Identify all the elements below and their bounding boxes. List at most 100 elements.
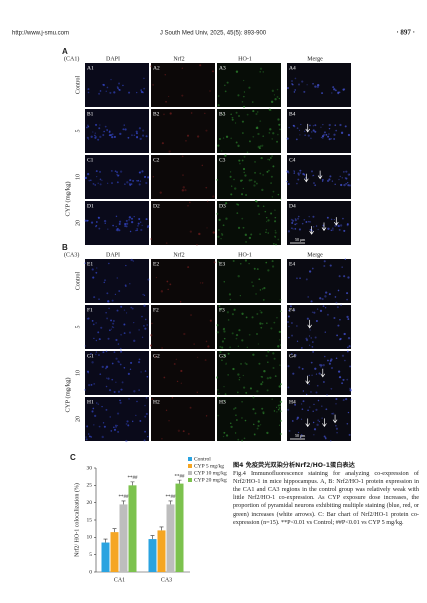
cell-speck	[256, 390, 259, 393]
cell-speck	[205, 415, 208, 417]
cell-speck	[310, 361, 313, 364]
cell-speck	[334, 296, 337, 298]
cell-speck	[238, 329, 241, 332]
cell-speck	[125, 312, 128, 314]
cell-speck	[123, 124, 125, 126]
cell-speck	[254, 412, 257, 415]
cell-speck	[269, 156, 272, 159]
panel-label: A	[62, 47, 68, 56]
cell-speck	[333, 88, 336, 91]
cell-speck	[145, 181, 148, 185]
cell-speck	[329, 175, 332, 178]
cell-speck	[312, 410, 314, 412]
cell-speck	[135, 132, 138, 135]
micrograph	[287, 259, 351, 303]
cell-speck	[105, 365, 109, 369]
cell-speck	[255, 126, 259, 130]
cell-speck	[297, 215, 300, 218]
cell-speck	[291, 83, 293, 85]
cell-speck	[115, 357, 118, 360]
cell-speck	[343, 183, 346, 187]
cell-speck	[118, 229, 121, 232]
cell-speck	[95, 339, 98, 342]
cell-speck	[117, 87, 119, 90]
row-label: Control	[75, 272, 81, 291]
cell-speck	[337, 224, 340, 228]
cell-speck	[272, 132, 275, 135]
cell-speck	[292, 228, 294, 230]
cell-speck	[241, 339, 244, 342]
cell-speck	[347, 184, 350, 187]
cell-speck	[99, 90, 102, 92]
cell-speck	[332, 412, 335, 415]
cell-speck	[90, 352, 92, 355]
cell-speck	[307, 409, 309, 412]
micrograph	[287, 305, 351, 349]
bar	[175, 483, 184, 572]
cell-speck	[262, 71, 265, 73]
error-bar	[159, 526, 164, 531]
cell-speck	[342, 378, 345, 381]
cell-speck	[86, 219, 89, 222]
cell-speck	[104, 222, 106, 224]
cell-speck	[334, 183, 336, 186]
header-citation: J South Med Univ, 2025, 45(5): 893-900	[160, 31, 267, 37]
cell-speck	[242, 226, 245, 229]
cell-speck	[336, 334, 338, 337]
cell-speck	[252, 423, 255, 426]
cell-speck	[142, 129, 145, 132]
cell-speck	[328, 178, 331, 181]
cell-speck	[299, 172, 302, 174]
cell-speck	[95, 170, 98, 173]
cell-speck	[288, 429, 291, 432]
region-label: (CA1)	[64, 55, 79, 62]
arrow	[321, 222, 327, 232]
cell-speck	[220, 150, 223, 152]
cell-speck	[339, 123, 342, 127]
cell-speck	[278, 424, 281, 426]
cell-speck	[266, 217, 268, 219]
micrograph	[85, 63, 149, 107]
cell-speck	[231, 116, 234, 119]
cell-speck	[251, 281, 253, 283]
cell-speck	[164, 73, 166, 76]
cell-speck	[279, 404, 282, 406]
cell-speck	[335, 398, 338, 401]
cell-speck	[276, 411, 278, 413]
cell-speck	[85, 438, 88, 441]
cell-speck	[85, 436, 87, 438]
cell-label: D3	[219, 203, 226, 209]
cell-speck	[298, 366, 301, 369]
cell-speck	[232, 367, 235, 371]
row-label: 20	[75, 220, 81, 226]
legend-swatch	[188, 464, 192, 468]
legend-label: CYP 20 mg/kg	[194, 477, 227, 483]
cell-speck	[234, 187, 237, 190]
cell-speck	[315, 391, 318, 394]
cell-speck	[119, 347, 122, 350]
row-label: 20	[75, 416, 81, 422]
cell-speck	[252, 396, 255, 399]
cell-speck	[271, 89, 274, 92]
cell-speck	[124, 225, 127, 228]
cell-speck	[244, 259, 248, 262]
cell-speck	[119, 401, 122, 404]
cell-speck	[119, 350, 123, 353]
cell-speck	[100, 326, 103, 329]
cell-speck	[320, 136, 323, 139]
cell-speck	[137, 361, 141, 364]
cell-speck	[225, 202, 228, 205]
cell-speck	[243, 437, 246, 440]
cell-speck	[335, 89, 337, 92]
cell-speck	[310, 170, 314, 173]
cell-speck	[146, 324, 149, 326]
cell-speck	[327, 135, 330, 138]
column-header: Nrf2	[173, 55, 184, 62]
cell-speck	[139, 221, 142, 223]
cell-speck	[253, 433, 256, 436]
cell-speck	[151, 322, 153, 325]
cell-speck	[216, 331, 220, 334]
cell-label: H3	[219, 399, 226, 405]
cell-speck	[347, 318, 350, 320]
cell-speck	[322, 124, 324, 126]
